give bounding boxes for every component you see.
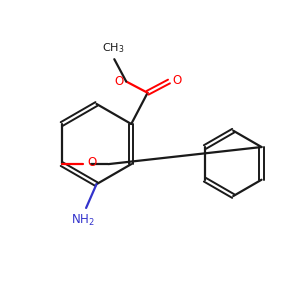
Text: O: O [172,74,181,86]
Text: O: O [114,75,123,88]
Text: O: O [87,156,96,169]
Text: CH$_3$: CH$_3$ [102,41,124,55]
Text: NH$_2$: NH$_2$ [71,212,95,227]
